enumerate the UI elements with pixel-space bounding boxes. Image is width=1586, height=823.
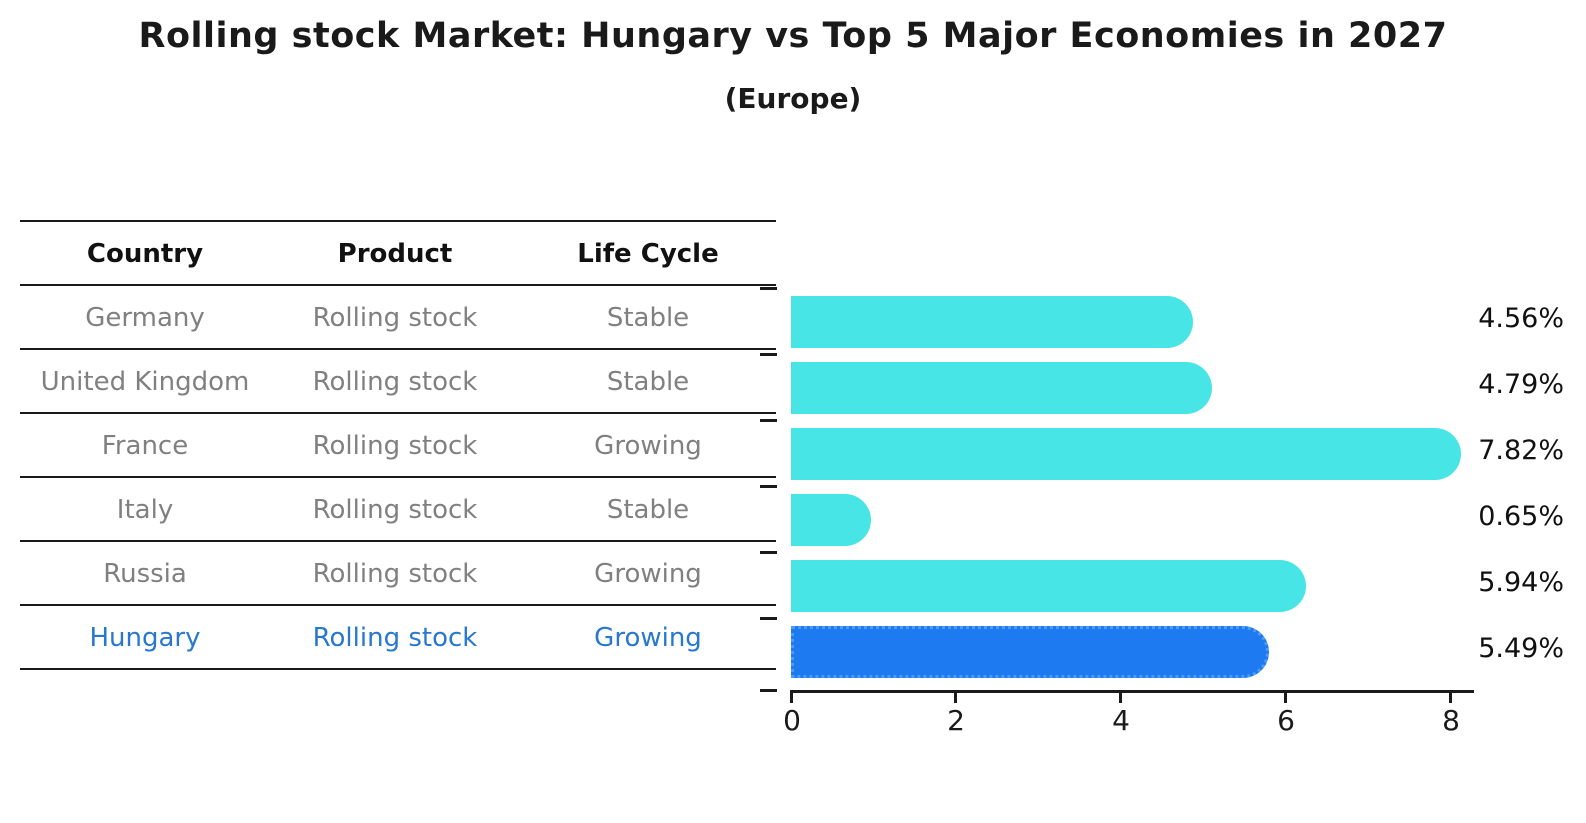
x-tick-label: 8: [1442, 704, 1460, 737]
table-row-italy: Italy Rolling stock Stable: [20, 478, 776, 542]
x-axis-line: [790, 690, 1474, 693]
data-table: Country Product Life Cycle Germany Rolli…: [20, 220, 776, 670]
bar-plot-area: [791, 286, 1462, 684]
cell-country: United Kingdom: [40, 367, 250, 397]
x-axis-tick: [954, 692, 957, 703]
x-axis-tick: [1284, 692, 1287, 703]
bar-hungary-highlighted: [791, 626, 1270, 678]
cell-product: Rolling stock: [312, 559, 478, 589]
table-header-row: Country Product Life Cycle: [20, 222, 776, 286]
cell-country: Germany: [85, 303, 205, 333]
column-header-product: Product: [337, 239, 453, 269]
table-row-germany: Germany Rolling stock Stable: [20, 286, 776, 350]
cell-country: Russia: [103, 559, 187, 589]
table-row-russia: Russia Rolling stock Growing: [20, 542, 776, 606]
x-tick-label: 6: [1277, 704, 1295, 737]
cell-product: Rolling stock: [312, 495, 478, 525]
y-axis-tick: [760, 551, 777, 554]
column-header-country: Country: [86, 239, 204, 269]
cell-life-cycle: Growing: [594, 623, 702, 653]
y-axis-tick: [760, 353, 777, 356]
cell-product: Rolling stock: [312, 431, 478, 461]
x-tick-label: 4: [1112, 704, 1130, 737]
bar-value-label: 7.82%: [1478, 435, 1564, 466]
page-title: Rolling stock Market: Hungary vs Top 5 M…: [138, 16, 1448, 56]
y-axis-tick: [760, 485, 777, 488]
table-row-france: France Rolling stock Growing: [20, 414, 776, 478]
page-subtitle: (Europe): [724, 82, 862, 115]
y-axis-tick: [760, 689, 777, 692]
cell-life-cycle: Stable: [606, 303, 690, 333]
bar-value-label: 5.49%: [1478, 633, 1564, 664]
bar-russia: [791, 560, 1307, 612]
bar-france: [791, 428, 1462, 480]
bar-value-label: 4.79%: [1478, 369, 1564, 400]
y-axis-tick: [760, 419, 777, 422]
cell-product: Rolling stock: [312, 303, 478, 333]
column-header-life-cycle: Life Cycle: [577, 239, 719, 269]
cell-product: Rolling stock: [312, 367, 478, 397]
bar-italy: [791, 494, 871, 546]
bar-value-label: 4.56%: [1478, 303, 1564, 334]
table-row-united-kingdom: United Kingdom Rolling stock Stable: [20, 350, 776, 414]
cell-country: Italy: [116, 495, 174, 525]
cell-country: Hungary: [89, 623, 201, 653]
cell-life-cycle: Growing: [594, 559, 702, 589]
x-tick-label: 0: [783, 704, 801, 737]
x-axis-tick: [1449, 692, 1452, 703]
y-axis-tick: [760, 617, 777, 620]
cell-product: Rolling stock: [312, 623, 478, 653]
table-row-hungary-highlighted: Hungary Rolling stock Growing: [20, 606, 776, 670]
x-tick-label: 2: [947, 704, 965, 737]
cell-life-cycle: Stable: [606, 495, 690, 525]
cell-life-cycle: Stable: [606, 367, 690, 397]
x-axis-tick: [790, 692, 793, 703]
bar-value-label: 0.65%: [1478, 501, 1564, 532]
bar-united-kingdom: [791, 362, 1212, 414]
bar-value-label: 5.94%: [1478, 567, 1564, 598]
cell-life-cycle: Growing: [594, 431, 702, 461]
y-axis-tick: [760, 287, 777, 290]
cell-country: France: [101, 431, 189, 461]
x-axis-tick: [1119, 692, 1122, 703]
bar-germany: [791, 296, 1193, 348]
